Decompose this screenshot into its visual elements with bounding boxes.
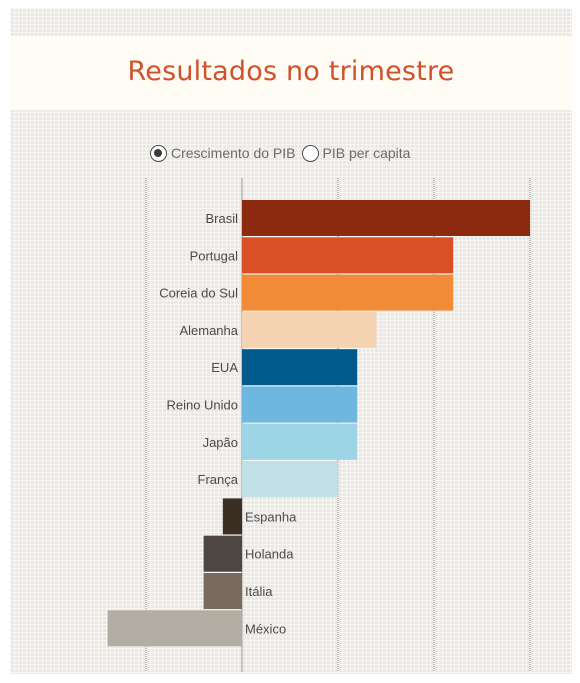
category-label: Portugal [190, 248, 239, 263]
category-label: Reino Unido [166, 398, 238, 413]
radio-unchecked-icon[interactable] [301, 144, 319, 162]
bar[interactable] [242, 237, 454, 274]
bar[interactable] [222, 498, 242, 535]
bar[interactable] [203, 535, 242, 572]
radio-checked-icon[interactable] [150, 144, 167, 162]
category-label: Brasil [205, 211, 238, 226]
category-label: França [198, 472, 239, 487]
bar[interactable] [242, 274, 454, 311]
bar[interactable] [242, 200, 530, 236]
page-title: Resultados no trimestre [127, 56, 455, 87]
bar[interactable] [203, 573, 242, 609]
option-pib-per-capita[interactable]: PIB per capita [301, 144, 411, 162]
category-label: Holanda [245, 547, 294, 562]
bar[interactable] [107, 610, 242, 647]
bar[interactable] [242, 311, 377, 348]
title-banner: Resultados no trimestre [10, 36, 572, 110]
category-label: Coreia do Sul [159, 286, 238, 301]
bar[interactable] [242, 386, 358, 423]
category-label: Espanha [245, 509, 297, 524]
option-label: PIB per capita [322, 145, 411, 161]
category-label: México [245, 621, 286, 636]
category-label: EUA [211, 360, 238, 375]
bar[interactable] [242, 423, 358, 460]
metric-selector: Crescimento do PIB PIB per capita [150, 142, 416, 164]
category-label: Alemanha [179, 323, 238, 338]
option-crescimento-pib[interactable]: Crescimento do PIB [150, 144, 296, 162]
option-label: Crescimento do PIB [171, 145, 296, 161]
bar[interactable] [242, 461, 338, 498]
bar[interactable] [242, 349, 358, 386]
category-label: Japão [203, 435, 238, 450]
category-label: Itália [245, 584, 273, 599]
